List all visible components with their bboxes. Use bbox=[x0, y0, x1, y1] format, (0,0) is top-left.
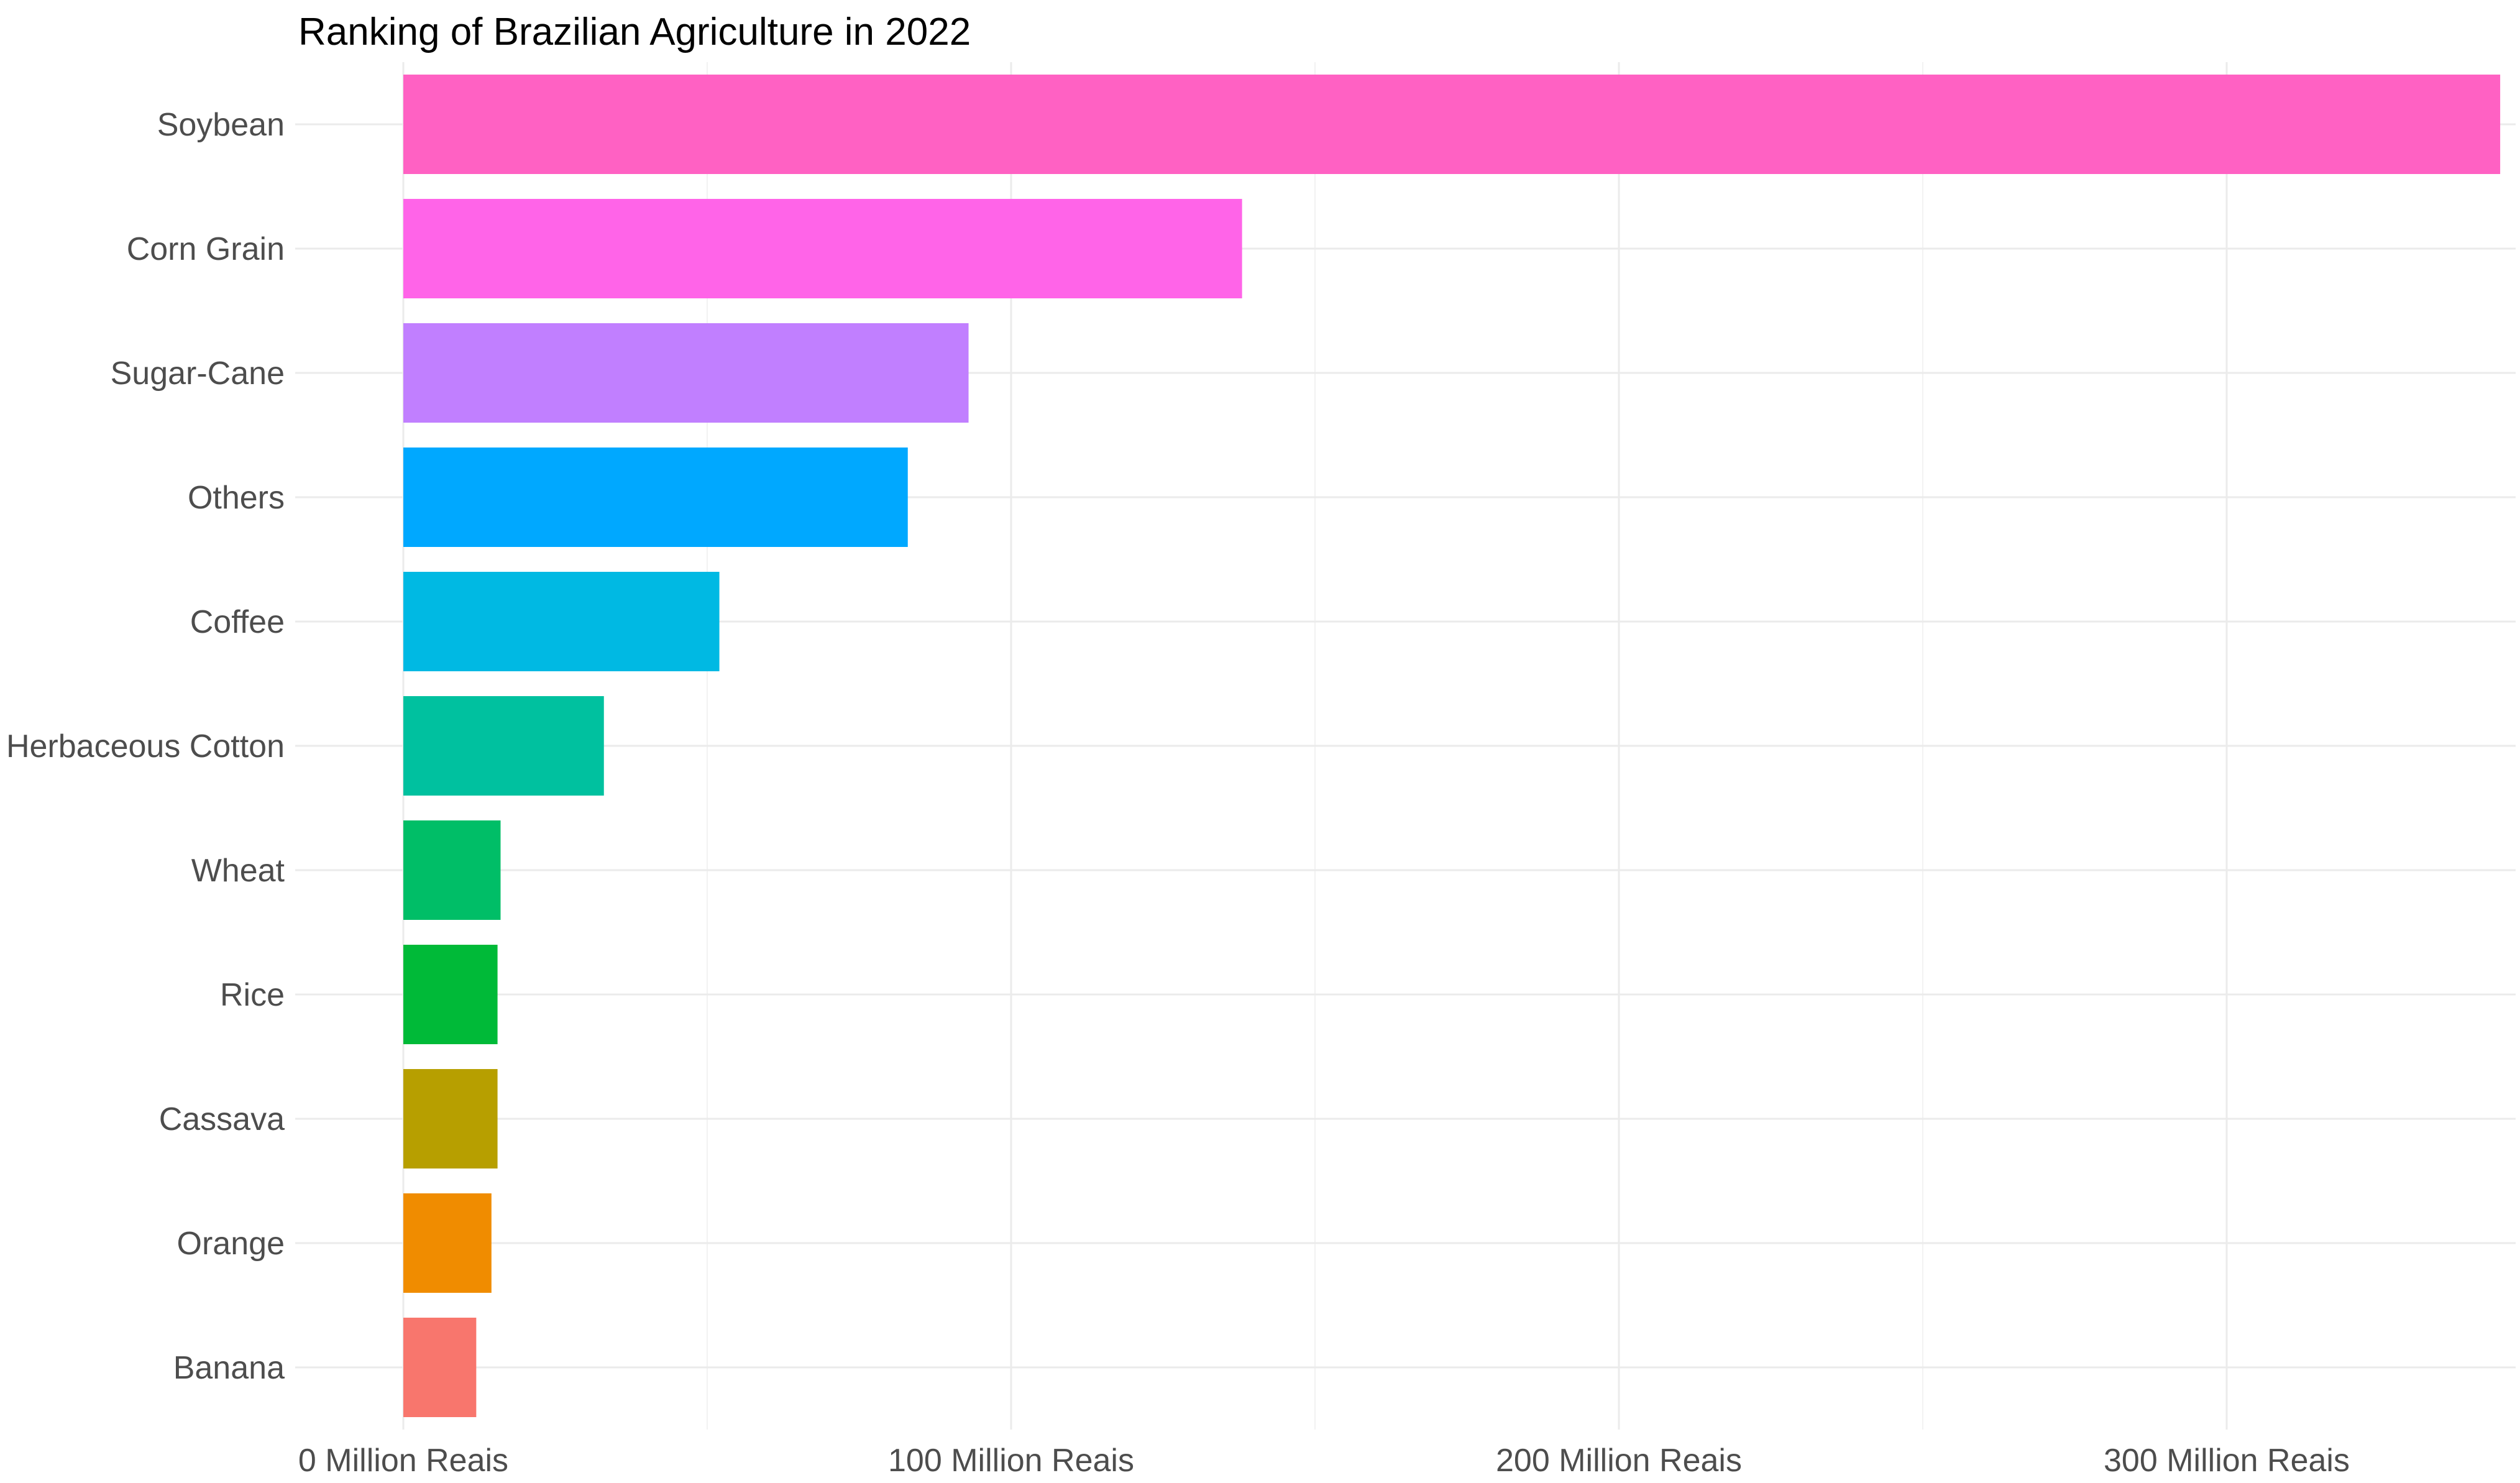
y-tick-label: Rice bbox=[220, 977, 285, 1013]
x-tick-label: 300 Million Reais bbox=[2104, 1443, 2350, 1479]
bar-herbaceous-cotton bbox=[403, 696, 604, 796]
bar-coffee bbox=[403, 572, 720, 671]
bar-orange bbox=[403, 1193, 492, 1293]
x-axis-tick-labels: 0 Million Reais 100 Million Reais 200 Mill… bbox=[298, 1443, 2350, 1479]
x-tick-label: 100 Million Reais bbox=[888, 1443, 1134, 1479]
x-tick-label: 0 Million Reais bbox=[298, 1443, 508, 1479]
bar-sugar-cane bbox=[403, 323, 969, 423]
chart-title: Ranking of Brazilian Agriculture in 2022 bbox=[298, 11, 971, 53]
bar-others bbox=[403, 448, 908, 547]
y-tick-label: Corn Grain bbox=[127, 231, 285, 267]
bars bbox=[403, 75, 2501, 1417]
bar-cassava bbox=[403, 1069, 498, 1168]
bar-corn-grain bbox=[403, 199, 1242, 298]
y-tick-label: Soybean bbox=[157, 107, 285, 143]
y-tick-label: Banana bbox=[173, 1350, 285, 1386]
x-tick-label: 200 Million Reais bbox=[1496, 1443, 1742, 1479]
y-tick-label: Cassava bbox=[159, 1101, 285, 1137]
bar-wheat bbox=[403, 820, 501, 920]
bar-soybean bbox=[403, 75, 2501, 174]
bar-banana bbox=[403, 1318, 477, 1417]
y-tick-label: Herbaceous Cotton bbox=[6, 728, 285, 764]
y-tick-label: Orange bbox=[177, 1226, 285, 1262]
y-axis-tick-labels: Soybean Corn Grain Sugar-Cane Others Coffee H… bbox=[6, 107, 285, 1386]
y-tick-label: Sugar-Cane bbox=[111, 356, 285, 392]
y-tick-label: Wheat bbox=[191, 853, 285, 889]
y-tick-label: Coffee bbox=[190, 604, 285, 640]
bar-rice bbox=[403, 945, 498, 1044]
y-tick-label: Others bbox=[188, 480, 285, 516]
